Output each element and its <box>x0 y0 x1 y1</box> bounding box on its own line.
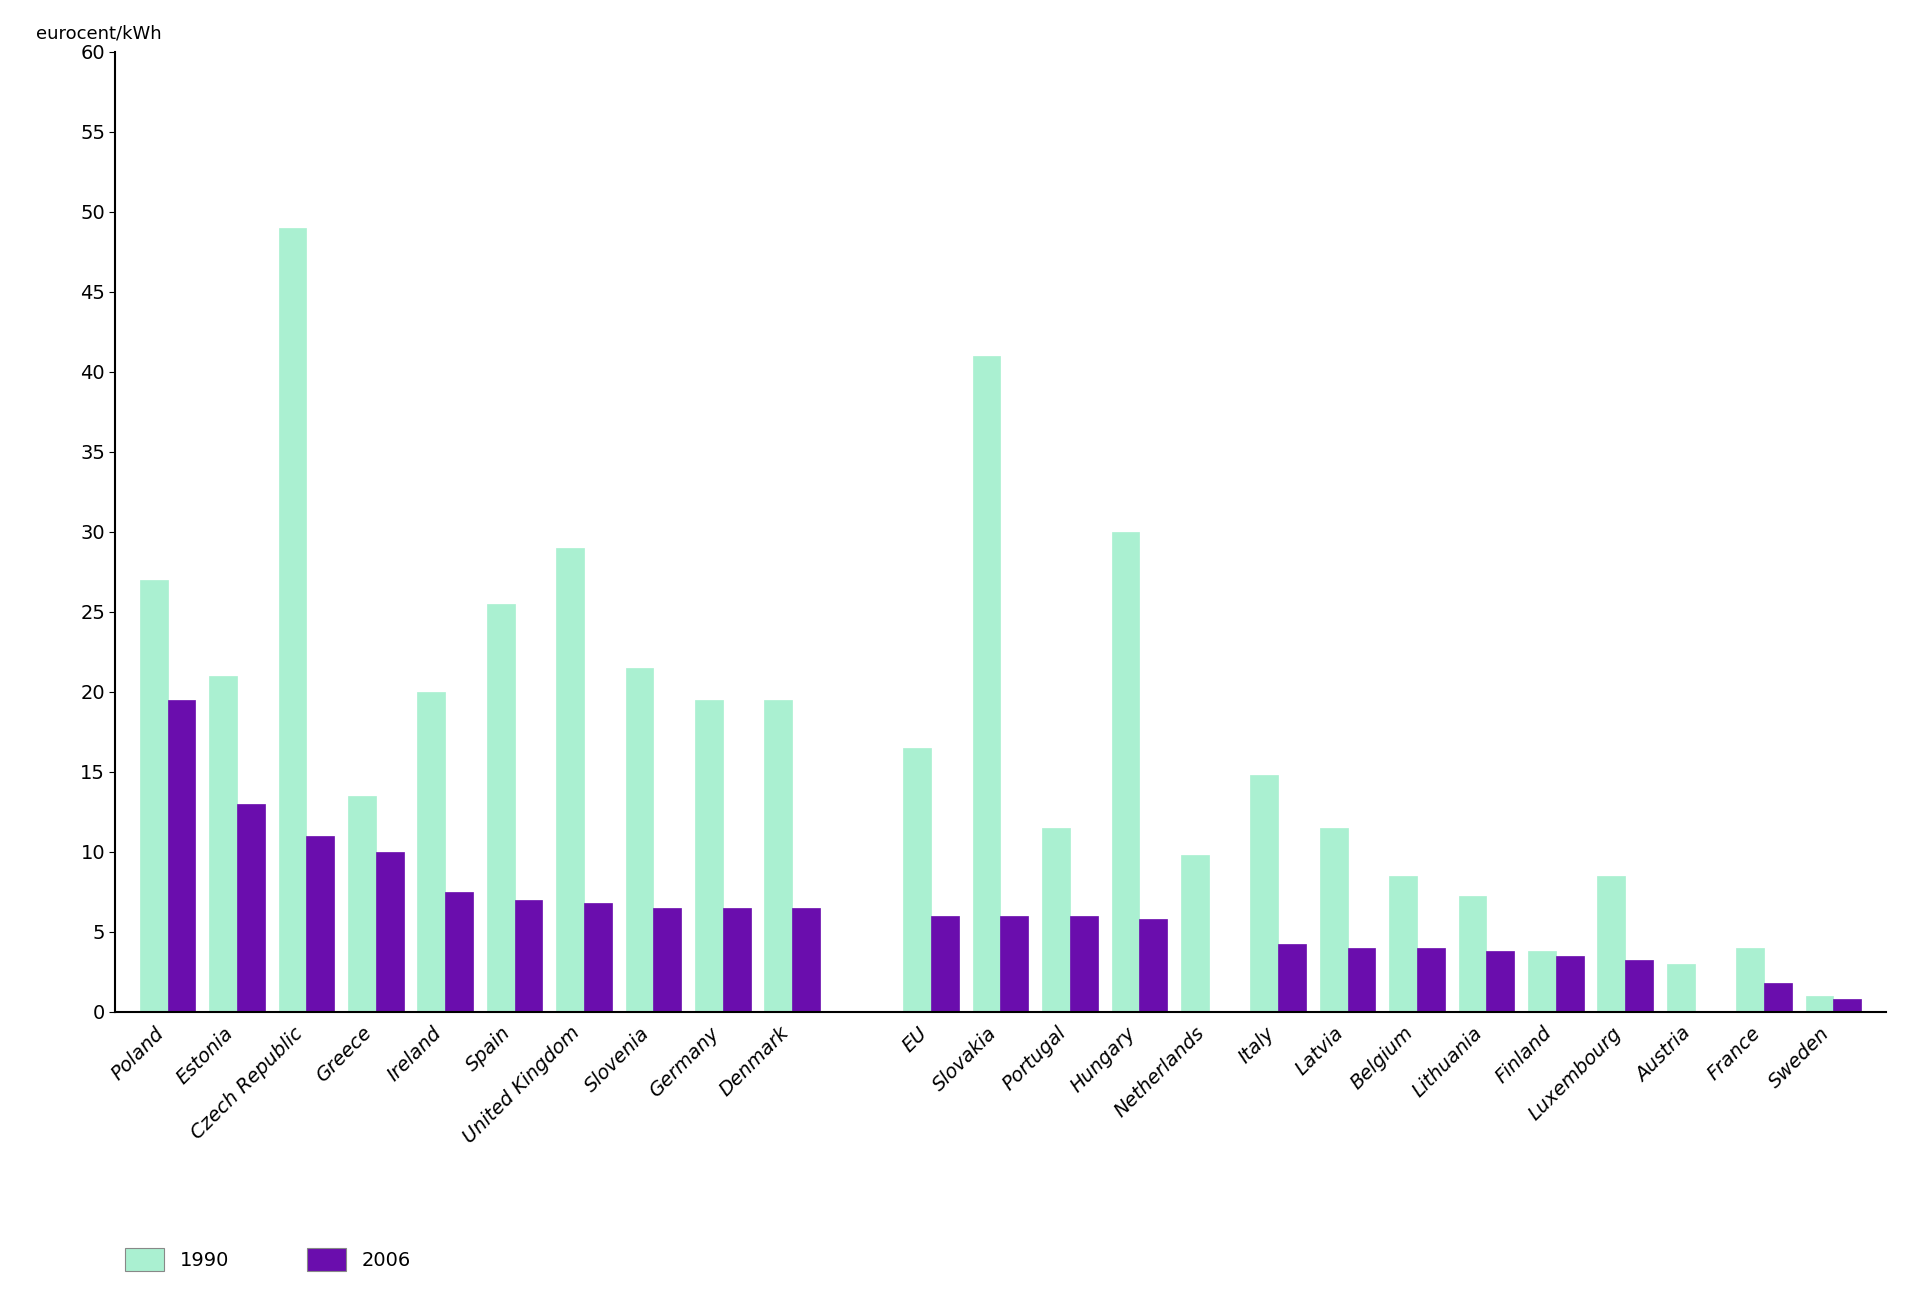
Bar <box>931 916 958 1012</box>
Bar <box>1277 944 1306 1012</box>
Bar <box>1806 996 1833 1012</box>
Bar <box>902 747 931 1012</box>
Bar <box>1181 855 1208 1012</box>
Bar <box>279 228 306 1012</box>
Bar <box>723 908 750 1012</box>
Bar <box>1625 961 1652 1012</box>
Bar <box>763 700 792 1012</box>
Text: eurocent/kWh: eurocent/kWh <box>37 25 162 43</box>
Bar <box>556 547 585 1012</box>
Bar <box>513 900 542 1012</box>
Legend: 1990, 2006: 1990, 2006 <box>125 1248 410 1271</box>
Bar <box>1319 827 1346 1012</box>
Bar <box>1111 532 1138 1012</box>
Bar <box>1833 999 1860 1012</box>
Bar <box>1388 875 1415 1012</box>
Bar <box>487 604 513 1012</box>
Bar <box>694 700 723 1012</box>
Bar <box>1596 875 1625 1012</box>
Bar <box>585 903 612 1012</box>
Bar <box>973 355 1000 1012</box>
Bar <box>792 908 819 1012</box>
Bar <box>444 892 473 1012</box>
Bar <box>1415 948 1444 1012</box>
Bar <box>167 700 194 1012</box>
Bar <box>348 796 375 1012</box>
Bar <box>306 835 335 1012</box>
Bar <box>1486 951 1513 1012</box>
Bar <box>1042 827 1069 1012</box>
Bar <box>1527 951 1556 1012</box>
Bar <box>375 852 404 1012</box>
Bar <box>1069 916 1098 1012</box>
Bar <box>1458 896 1486 1012</box>
Bar <box>1000 916 1027 1012</box>
Bar <box>654 908 681 1012</box>
Bar <box>1763 983 1790 1012</box>
Bar <box>1346 948 1375 1012</box>
Bar <box>1665 964 1694 1012</box>
Bar <box>625 668 654 1012</box>
Bar <box>237 804 265 1012</box>
Bar <box>1138 918 1167 1012</box>
Bar <box>1250 774 1277 1012</box>
Bar <box>210 676 237 1012</box>
Bar <box>417 691 444 1012</box>
Bar <box>1556 956 1583 1012</box>
Bar <box>1735 948 1763 1012</box>
Bar <box>140 580 167 1012</box>
